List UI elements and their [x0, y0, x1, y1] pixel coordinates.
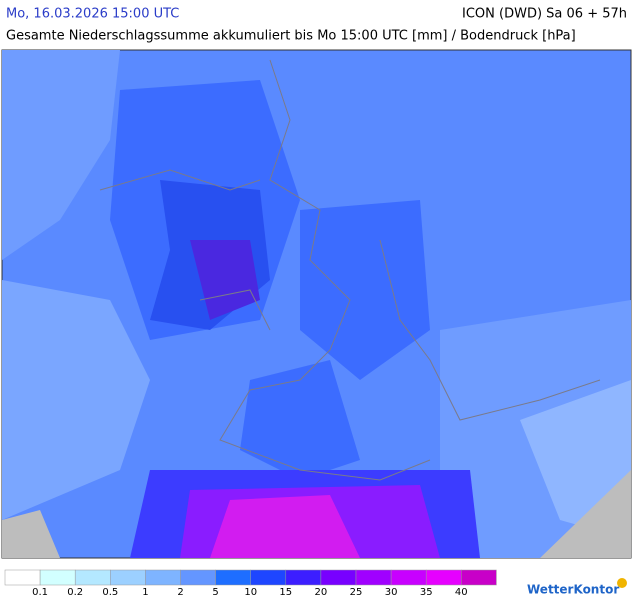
legend-swatch — [4, 569, 41, 586]
legend-swatch — [145, 569, 181, 586]
legend-swatch — [110, 569, 146, 586]
legend-swatch — [250, 569, 287, 586]
legend-label: 2 — [177, 587, 183, 598]
legend: 0.1 0.2 0.5 1 2 5 10 15 20 25 30 35 40 — [4, 569, 497, 598]
legend-swatch — [355, 569, 392, 586]
legend-label: 30 — [385, 587, 398, 598]
legend-label: 20 — [315, 587, 328, 598]
legend-label: 10 — [244, 587, 257, 598]
legend-label: 40 — [455, 587, 468, 598]
logo: WetterKontor — [527, 583, 619, 597]
legend-swatch — [180, 569, 216, 586]
logo-sun — [617, 578, 627, 588]
subtitle: Gesamte Niederschlagssumme akkumuliert b… — [6, 29, 576, 44]
legend-label: 35 — [420, 587, 433, 598]
legend-label: 0.1 — [32, 587, 48, 598]
legend-swatch — [285, 569, 322, 586]
map — [1, 49, 632, 559]
legend-label: 0.5 — [102, 587, 118, 598]
legend-swatch — [425, 569, 462, 586]
legend-swatch — [215, 569, 251, 586]
legend-swatch — [74, 569, 111, 586]
legend-swatch — [39, 569, 76, 586]
model-label: ICON (DWD) Sa 06 + 57h — [462, 7, 627, 22]
legend-label: 5 — [212, 587, 218, 598]
legend-swatch — [461, 569, 497, 586]
legend-label: 0.2 — [67, 587, 83, 598]
legend-swatch — [320, 569, 357, 586]
legend-swatch — [390, 569, 427, 586]
date-title: Mo, 16.03.2026 15:00 UTC — [6, 7, 179, 22]
legend-label: 1 — [142, 587, 148, 598]
legend-label: 25 — [350, 587, 363, 598]
legend-label: 15 — [279, 587, 292, 598]
